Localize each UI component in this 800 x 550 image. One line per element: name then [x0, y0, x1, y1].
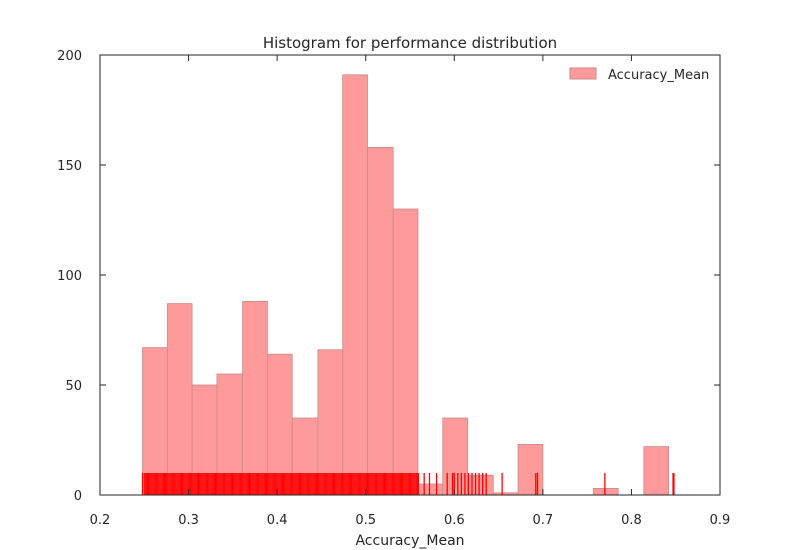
x-axis-label: Accuracy_Mean [355, 533, 464, 549]
histogram-bar [392, 208, 419, 496]
histogram-bar [166, 303, 193, 496]
y-tick-label: 200 [57, 49, 82, 64]
histogram-bar [643, 446, 670, 496]
x-tick-label: 0.8 [621, 513, 642, 528]
y-tick-label: 100 [57, 269, 82, 284]
chart-title: Histogram for performance distribution [263, 34, 557, 52]
x-axis-ticks: 0.2 0.3 0.4 0.5 0.6 0.7 0.8 0.9 [90, 55, 731, 528]
histogram-bar [442, 417, 468, 496]
rug-plot [141, 473, 675, 495]
histogram-bar [242, 300, 268, 496]
histogram-bar [592, 487, 619, 496]
x-tick-label: 0.5 [355, 513, 376, 528]
y-tick-label: 150 [57, 159, 82, 174]
legend-label: Accuracy_Mean [608, 68, 709, 83]
histogram-bars [142, 74, 670, 496]
histogram-bar [417, 483, 444, 496]
histogram-bar [367, 146, 394, 496]
legend: Accuracy_Mean [569, 67, 709, 83]
x-tick-label: 0.6 [444, 513, 465, 528]
histogram-bar [142, 347, 168, 496]
histogram-bar [517, 443, 544, 496]
legend-swatch [569, 67, 597, 80]
x-tick-label: 0.2 [90, 513, 111, 528]
histogram-bar [342, 74, 368, 496]
y-axis-ticks: 0 50 100 150 200 [57, 49, 720, 504]
y-tick-label: 0 [74, 489, 82, 504]
x-tick-label: 0.3 [178, 513, 199, 528]
x-tick-label: 0.7 [533, 513, 554, 528]
histogram-bar [266, 353, 293, 496]
x-tick-label: 0.9 [710, 513, 731, 528]
y-tick-label: 50 [65, 379, 82, 394]
x-tick-label: 0.4 [267, 513, 288, 528]
